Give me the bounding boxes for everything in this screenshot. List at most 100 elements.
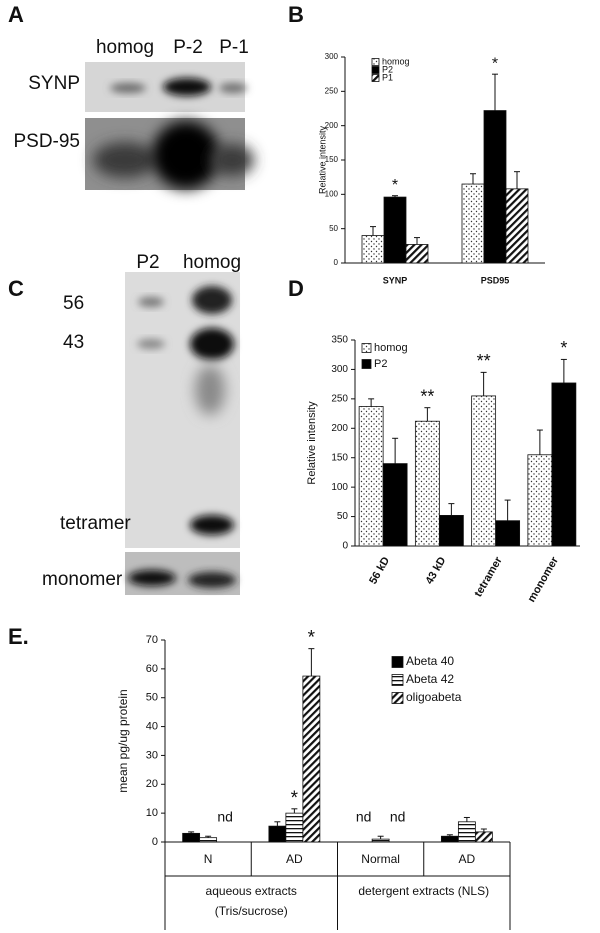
y-tick-label: 300: [325, 52, 339, 61]
bar: [405, 244, 429, 264]
blot-band: [110, 83, 146, 93]
annotation: *: [392, 177, 398, 194]
legend-swatch: [361, 359, 372, 369]
annotation: **: [420, 386, 434, 406]
legend-swatch: [391, 656, 404, 668]
y-tick-label: 30: [146, 749, 158, 761]
bar: [182, 832, 201, 843]
bar: [457, 821, 476, 843]
legend-swatch: [371, 66, 380, 74]
row-label: SYNP: [28, 73, 80, 94]
bar: [483, 110, 507, 264]
bar: [471, 395, 497, 547]
y-tick-label: 50: [337, 511, 349, 522]
x-tick-label: PSD95: [481, 275, 510, 285]
blot-a: homog P-2 P-1 SYNP PSD-95: [13, 37, 254, 190]
panel-label: B: [288, 2, 304, 27]
y-tick-label: 0: [152, 836, 158, 848]
legend-swatch: [361, 343, 372, 353]
x-tick-label: monomer: [526, 554, 562, 604]
marker-label: 56: [63, 293, 84, 314]
x-tick-label: AD: [286, 852, 303, 866]
bar: [302, 675, 321, 843]
lane-label: P-1: [219, 37, 249, 58]
bar: [382, 463, 408, 547]
bar: [371, 838, 390, 843]
group-label: detergent extracts (NLS): [358, 884, 489, 898]
blot-band: [210, 144, 254, 176]
y-tick-label: 40: [146, 720, 158, 732]
y-tick-label: 0: [342, 541, 348, 552]
bar: [361, 235, 385, 264]
blot-band: [163, 78, 211, 96]
blot-band: [93, 142, 157, 178]
marker-label: tetramer: [60, 513, 131, 534]
legend-label: Abeta 40: [406, 654, 454, 668]
legend-label: homog: [382, 56, 410, 66]
lane-label: homog: [183, 252, 241, 273]
bar: [440, 835, 459, 843]
legend-swatch: [371, 74, 380, 82]
x-tick-label: tetramer: [472, 554, 505, 599]
x-tick-label: Normal: [361, 852, 400, 866]
blot-band: [188, 572, 236, 588]
y-tick-label: 150: [331, 452, 348, 463]
blot-band: [190, 515, 234, 535]
marker-label: monomer: [42, 569, 123, 590]
annotation: nd: [356, 809, 372, 825]
y-tick-label: 250: [331, 393, 348, 404]
y-tick-label: 100: [325, 189, 339, 198]
row-label: PSD-95: [13, 131, 80, 152]
y-tick-label: 300: [331, 364, 348, 375]
x-tick-label: SYNP: [383, 275, 408, 285]
group-label: aqueous extracts: [206, 884, 297, 898]
blot-band: [137, 339, 165, 349]
blot-strip: [125, 272, 240, 548]
y-tick-label: 350: [331, 335, 348, 346]
panel-label: D: [288, 276, 304, 301]
bar: [268, 825, 287, 843]
y-tick-label: 60: [146, 663, 158, 675]
y-axis-label: Relative intensity: [306, 401, 318, 485]
y-tick-label: 10: [146, 807, 158, 819]
legend-swatch: [391, 692, 404, 704]
legend-label: Abeta 42: [406, 672, 454, 686]
x-tick-label: 43 kD: [423, 555, 448, 586]
annotation: **: [477, 351, 491, 371]
legend-swatch: [371, 58, 380, 66]
blot-band: [138, 297, 164, 307]
lane-label: P-2: [173, 37, 203, 58]
annotation: *: [308, 628, 316, 649]
legend-label: P2: [382, 64, 393, 74]
blot-c: P2 homog 56 43 tetramer monomer: [42, 252, 241, 595]
lane-label: P2: [136, 252, 159, 273]
annotation: *: [560, 338, 567, 358]
y-tick-label: 100: [331, 482, 348, 493]
y-tick-label: 50: [146, 692, 158, 704]
y-tick-label: 150: [325, 155, 339, 164]
bar: [285, 812, 304, 843]
bar: [199, 837, 218, 843]
legend-label: P1: [382, 72, 393, 82]
bar: [358, 406, 384, 547]
blot-band: [190, 328, 234, 360]
x-tick-label: N: [204, 852, 213, 866]
bar: [438, 514, 464, 547]
y-tick-label: 250: [325, 86, 339, 95]
marker-label: 43: [63, 332, 84, 353]
bar: [414, 420, 440, 547]
annotation: *: [492, 55, 498, 72]
bar: [474, 831, 493, 843]
bar: [461, 183, 485, 264]
bar: [495, 520, 521, 547]
y-tick-label: 70: [146, 634, 158, 646]
lane-label: homog: [96, 37, 154, 58]
annotation: nd: [390, 809, 406, 825]
bar: [527, 454, 553, 547]
bar: [505, 188, 529, 264]
legend-label: homog: [374, 342, 408, 354]
blot-band: [192, 286, 232, 314]
x-tick-label: 56 kD: [367, 555, 392, 586]
